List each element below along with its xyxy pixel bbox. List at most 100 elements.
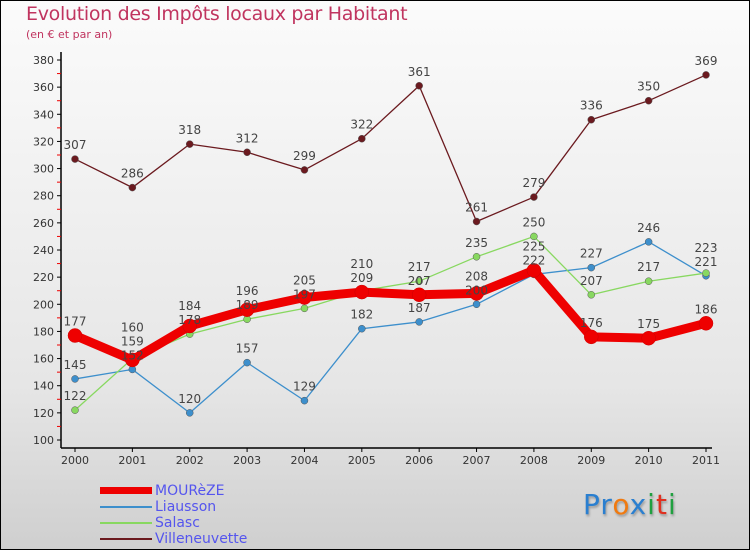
data-point [587, 115, 596, 124]
data-point [239, 302, 255, 317]
data-label: 176 [580, 316, 603, 330]
data-label: 209 [350, 271, 373, 285]
series-liausson [71, 238, 710, 417]
x-tick-label: 2008 [520, 454, 548, 467]
legend-swatch [100, 522, 152, 524]
y-tick-label: 300 [33, 163, 54, 176]
data-label: 222 [522, 253, 545, 267]
data-point [71, 375, 79, 383]
data-label: 178 [178, 313, 201, 327]
data-label: 189 [236, 298, 259, 312]
data-point [644, 277, 653, 285]
data-label: 120 [178, 392, 201, 406]
data-point [185, 409, 194, 417]
data-label: 177 [64, 315, 87, 329]
y-tick-label: 260 [33, 217, 54, 230]
data-label: 350 [637, 80, 660, 94]
x-tick-label: 2002 [176, 454, 204, 467]
legend-label: Salasc [155, 515, 200, 531]
data-label: 182 [350, 308, 373, 322]
data-label: 187 [408, 301, 431, 315]
data-point [297, 290, 312, 305]
data-label: 223 [695, 241, 718, 255]
data-label: 312 [236, 131, 259, 145]
data-labels: 307 286 318 312 299 322 361 261 279 336 350 369 145 1… [64, 54, 718, 406]
legend-label: MOURèZE [155, 483, 225, 499]
data-label: 217 [408, 260, 431, 274]
data-point [415, 277, 423, 285]
data-point [641, 330, 656, 346]
data-label: 227 [580, 247, 603, 261]
series-mourèze [67, 263, 714, 368]
data-label: 235 [465, 236, 488, 250]
data-label: 221 [695, 255, 718, 269]
data-point [358, 324, 366, 333]
legend-swatch [100, 506, 152, 508]
y-tick-label: 320 [33, 135, 54, 148]
data-point [587, 291, 596, 299]
data-point [644, 238, 653, 246]
x-tick-label: 2011 [692, 454, 720, 467]
data-point [185, 140, 194, 148]
data-label: 160 [121, 320, 144, 334]
data-label: 217 [637, 260, 660, 274]
data-label: 200 [465, 283, 488, 297]
data-label: 361 [408, 65, 431, 79]
series-villeneuvette [71, 71, 710, 226]
data-point [243, 148, 251, 157]
data-point [300, 396, 309, 405]
x-tick-label: 2007 [463, 454, 491, 467]
data-label: 336 [580, 99, 603, 113]
y-tick-label: 280 [33, 190, 54, 203]
y-tick-label: 100 [33, 434, 54, 447]
data-point [71, 406, 79, 414]
data-label: 196 [236, 284, 259, 298]
logo-letter: r [600, 488, 613, 521]
data-label: 246 [637, 221, 660, 235]
data-point [71, 155, 79, 163]
data-label: 208 [465, 269, 488, 283]
data-point [67, 328, 83, 343]
data-point [530, 193, 538, 201]
y-tick-label: 380 [33, 54, 54, 67]
data-label: 159 [121, 334, 144, 348]
data-point [698, 316, 714, 331]
data-label: 157 [236, 342, 259, 356]
data-label: 207 [408, 274, 431, 288]
data-label: 322 [350, 118, 373, 132]
data-point [472, 253, 481, 261]
data-point [702, 71, 710, 79]
data-point [415, 318, 423, 326]
data-label: 225 [522, 239, 545, 253]
x-tick-label: 2001 [118, 454, 146, 467]
legend-label: Liausson [155, 499, 217, 515]
data-label: 261 [465, 201, 488, 215]
data-point [702, 269, 710, 277]
data-label: 129 [293, 380, 316, 394]
logo-letter: x [629, 488, 648, 521]
data-label: 175 [637, 317, 660, 331]
y-tick-label: 360 [33, 81, 54, 94]
data-label: 307 [64, 138, 87, 152]
data-label: 145 [64, 358, 87, 372]
data-point [300, 166, 309, 174]
y-tick-label: 180 [33, 325, 54, 338]
data-point [358, 134, 366, 143]
logo-letter: P [583, 488, 601, 521]
data-label: 122 [64, 389, 87, 403]
y-tick-label: 200 [33, 298, 54, 311]
data-label: 250 [522, 215, 545, 229]
data-point [415, 82, 423, 90]
chart-subtitle: (en € et par an) [26, 28, 113, 41]
data-point [125, 352, 140, 368]
x-tick-label: 2004 [290, 454, 318, 467]
proxiti-logo: Proxiti [583, 488, 677, 521]
y-tick-label: 340 [33, 108, 54, 121]
y-tick-label: 240 [33, 244, 54, 257]
data-point [472, 300, 481, 309]
data-label: 205 [293, 273, 316, 287]
data-point [182, 318, 197, 334]
x-tick-label: 2000 [61, 454, 89, 467]
